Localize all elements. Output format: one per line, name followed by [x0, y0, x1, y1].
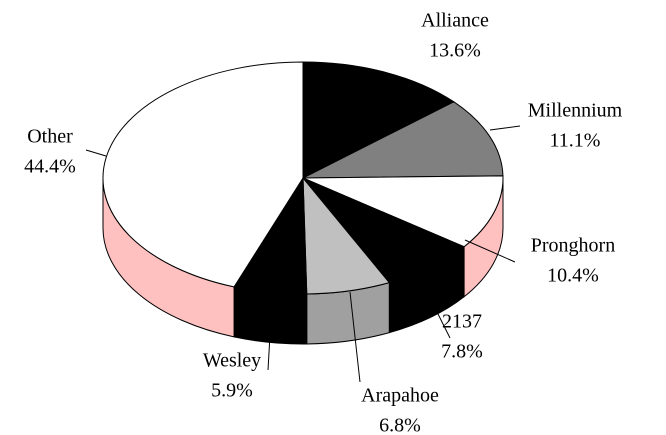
value-label: 5.9% — [211, 380, 253, 402]
slice — [302, 61, 455, 179]
slice-label: Arapahoe — [361, 385, 439, 407]
slice-label: 2137 — [442, 311, 482, 333]
slice-label: Wesley — [203, 350, 261, 372]
leader-line — [489, 125, 521, 131]
value-label: 6.8% — [379, 415, 421, 435]
value-label: 10.4% — [547, 265, 599, 287]
value-label: 44.4% — [24, 156, 76, 178]
slice — [302, 175, 504, 248]
value-label: 11.1% — [550, 130, 601, 152]
leader-line — [434, 307, 451, 339]
slice-label: Other — [27, 126, 73, 148]
slice — [302, 177, 466, 284]
slice — [102, 61, 304, 288]
leader-line — [349, 291, 361, 383]
leader-line — [464, 239, 516, 263]
value-label: 13.6% — [429, 40, 481, 62]
leader-line — [85, 149, 107, 157]
value-label: 7.8% — [441, 341, 483, 363]
leader-line — [267, 334, 271, 371]
slice — [302, 101, 504, 179]
slice-label: Alliance — [421, 10, 489, 32]
slice-label: Millennium — [528, 100, 623, 122]
slice-label: Pronghorn — [531, 235, 615, 257]
